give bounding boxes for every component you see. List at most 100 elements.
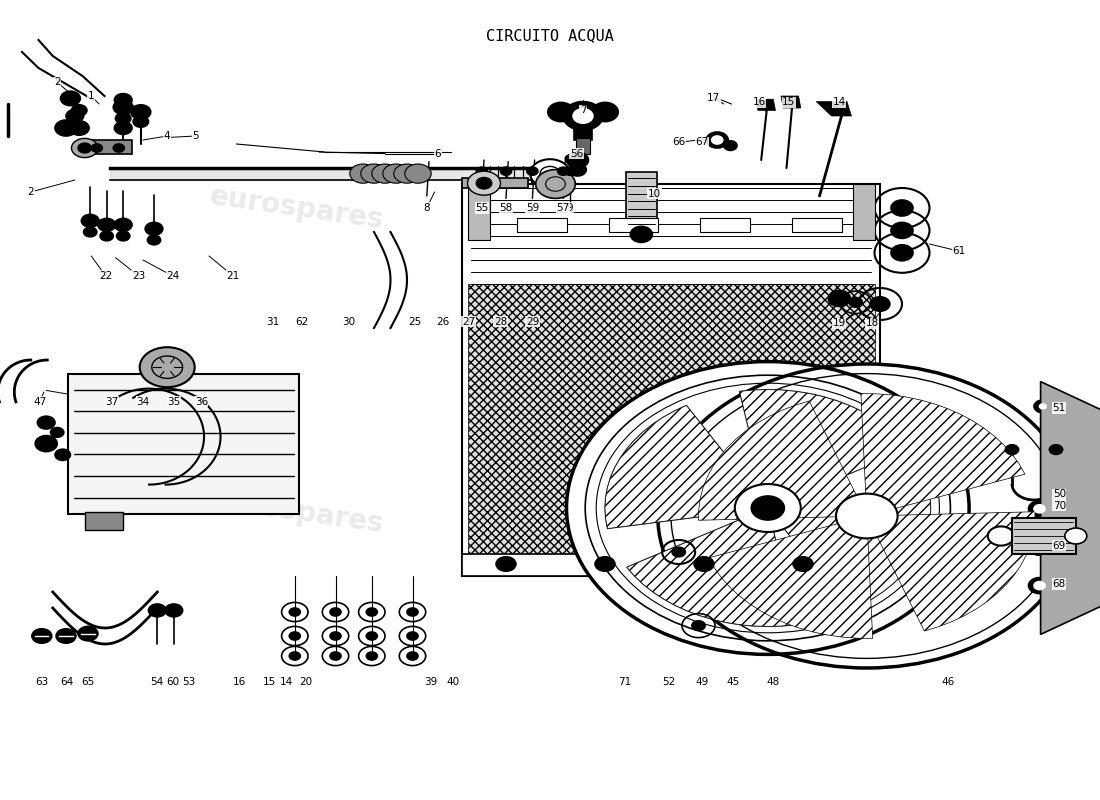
Circle shape bbox=[630, 226, 652, 242]
Bar bbox=[626, 172, 657, 230]
Text: 29: 29 bbox=[526, 317, 539, 326]
Circle shape bbox=[165, 604, 183, 617]
Polygon shape bbox=[781, 487, 931, 610]
Circle shape bbox=[91, 144, 102, 152]
Circle shape bbox=[563, 102, 603, 130]
Text: 16: 16 bbox=[233, 677, 246, 686]
Circle shape bbox=[706, 132, 728, 148]
Polygon shape bbox=[605, 406, 755, 529]
Polygon shape bbox=[627, 518, 796, 626]
Circle shape bbox=[1028, 501, 1050, 517]
Text: 26: 26 bbox=[437, 317, 450, 326]
Text: 66: 66 bbox=[672, 138, 685, 147]
Text: 10: 10 bbox=[648, 189, 661, 198]
Bar bbox=[468, 184, 490, 240]
Bar bbox=[576, 138, 590, 154]
Circle shape bbox=[468, 171, 500, 195]
Text: 30: 30 bbox=[342, 317, 355, 326]
Text: 56: 56 bbox=[570, 149, 583, 158]
Text: 68: 68 bbox=[1053, 579, 1066, 589]
Text: 2: 2 bbox=[54, 78, 60, 87]
Text: 28: 28 bbox=[494, 317, 507, 326]
Text: 15: 15 bbox=[782, 98, 795, 107]
Circle shape bbox=[350, 164, 376, 183]
Circle shape bbox=[55, 120, 77, 136]
Text: 27: 27 bbox=[462, 317, 475, 326]
Text: 64: 64 bbox=[60, 677, 74, 686]
Text: 50: 50 bbox=[1053, 490, 1066, 499]
Polygon shape bbox=[861, 394, 1025, 509]
Text: 37: 37 bbox=[106, 397, 119, 406]
Circle shape bbox=[1034, 543, 1045, 551]
Text: eurospares: eurospares bbox=[648, 182, 826, 234]
Circle shape bbox=[565, 155, 574, 162]
Circle shape bbox=[81, 214, 99, 227]
Text: CIRCUITO ACQUA: CIRCUITO ACQUA bbox=[486, 28, 614, 43]
Circle shape bbox=[366, 608, 377, 616]
Text: eurospares: eurospares bbox=[208, 486, 386, 538]
Bar bbox=[792, 218, 842, 232]
Text: 51: 51 bbox=[1053, 403, 1066, 413]
Text: 45: 45 bbox=[726, 677, 739, 686]
Text: 14: 14 bbox=[279, 677, 293, 686]
Circle shape bbox=[114, 122, 132, 134]
Circle shape bbox=[405, 164, 431, 183]
Bar bbox=[517, 218, 566, 232]
Circle shape bbox=[114, 94, 132, 106]
Circle shape bbox=[37, 416, 55, 429]
Circle shape bbox=[536, 170, 575, 198]
Circle shape bbox=[72, 105, 87, 116]
Circle shape bbox=[672, 547, 685, 557]
Circle shape bbox=[51, 427, 64, 437]
Circle shape bbox=[66, 110, 84, 122]
Text: 46: 46 bbox=[942, 677, 955, 686]
Circle shape bbox=[527, 167, 538, 175]
Polygon shape bbox=[781, 487, 931, 610]
Circle shape bbox=[1034, 505, 1045, 513]
Circle shape bbox=[891, 222, 913, 238]
Text: eurospares: eurospares bbox=[208, 182, 386, 234]
Text: 60: 60 bbox=[166, 677, 179, 686]
Circle shape bbox=[113, 100, 133, 114]
Circle shape bbox=[548, 102, 574, 122]
Text: 23: 23 bbox=[132, 271, 145, 281]
Text: 31: 31 bbox=[266, 317, 279, 326]
Circle shape bbox=[1040, 404, 1046, 409]
Circle shape bbox=[870, 297, 890, 311]
Bar bbox=[608, 218, 658, 232]
Circle shape bbox=[56, 629, 76, 643]
Circle shape bbox=[476, 178, 492, 189]
Circle shape bbox=[558, 167, 569, 175]
Text: 18: 18 bbox=[866, 318, 879, 328]
Text: 62: 62 bbox=[295, 317, 308, 326]
Circle shape bbox=[372, 164, 398, 183]
Text: 25: 25 bbox=[408, 317, 421, 326]
Circle shape bbox=[595, 557, 615, 571]
Text: 2: 2 bbox=[28, 187, 34, 197]
Polygon shape bbox=[82, 140, 132, 154]
Circle shape bbox=[566, 362, 969, 654]
Text: 35: 35 bbox=[167, 397, 180, 406]
Circle shape bbox=[658, 364, 1076, 668]
Circle shape bbox=[100, 231, 113, 241]
Circle shape bbox=[724, 141, 737, 150]
Circle shape bbox=[569, 163, 586, 176]
Circle shape bbox=[793, 557, 813, 571]
Circle shape bbox=[140, 347, 195, 387]
Circle shape bbox=[60, 91, 80, 106]
Circle shape bbox=[35, 435, 57, 451]
Text: 49: 49 bbox=[695, 677, 708, 686]
Circle shape bbox=[1049, 445, 1063, 454]
Text: 65: 65 bbox=[81, 677, 95, 686]
Text: 52: 52 bbox=[662, 677, 675, 686]
Circle shape bbox=[133, 116, 148, 127]
Polygon shape bbox=[756, 99, 775, 110]
Bar bbox=[1012, 518, 1076, 554]
Circle shape bbox=[84, 227, 97, 237]
Circle shape bbox=[1028, 539, 1050, 555]
Text: 1: 1 bbox=[88, 91, 95, 101]
Circle shape bbox=[116, 113, 131, 124]
Text: 36: 36 bbox=[195, 397, 208, 406]
Text: 63: 63 bbox=[35, 677, 48, 686]
Text: 67: 67 bbox=[695, 138, 708, 147]
